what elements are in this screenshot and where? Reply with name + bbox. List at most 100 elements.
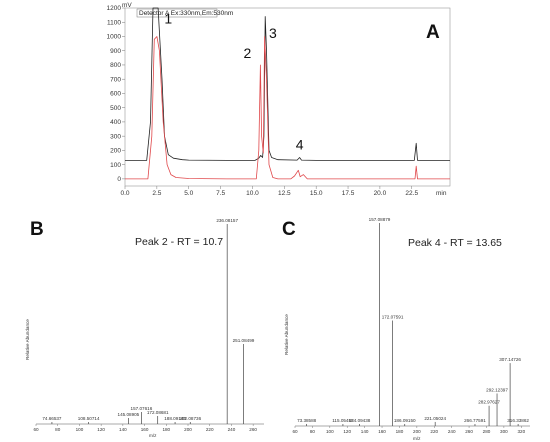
mz-tick-label: 140 <box>361 429 369 434</box>
y-tick-label: 100 <box>110 162 121 169</box>
spectrum-peak-label: 73.38588 <box>297 418 317 423</box>
x-tick-label: 0.0 <box>120 190 129 197</box>
chromatogram-series-line <box>125 36 450 180</box>
spectrum-peak-label: 172.08681 <box>147 410 169 415</box>
chromatogram-series-line <box>125 7 450 161</box>
spectrum-c-ylabel: Relative Abundance <box>284 314 289 355</box>
y-tick-label: 800 <box>110 62 121 69</box>
chromatogram-y-unit: mV <box>122 2 132 9</box>
mz-tick-label: 320 <box>517 429 525 434</box>
chromatogram-y-ticks: 0 100 200 300 400 500 600 700 800 900 1000 1100 1200 <box>107 5 125 183</box>
spectrum-b-xlabel: m/z <box>149 433 157 438</box>
mass-spectrum-peak-2-panel: B Peak 2 - RT = 10.7 Relative Abundance … <box>25 218 264 438</box>
mz-tick-label: 100 <box>326 429 334 434</box>
spectrum-c-xlabel: m/z <box>413 436 421 441</box>
spectrum-c-x-ticks: 60 80 100 120 140 160 180 200 220 240 260 280 300 320 <box>292 426 526 434</box>
mz-tick-label: 60 <box>292 429 298 434</box>
detector-legend-box <box>136 8 218 18</box>
mz-tick-label: 80 <box>55 427 61 432</box>
chromatogram-traces <box>125 7 450 180</box>
mz-tick-label: 180 <box>396 429 404 434</box>
spectrum-peak-label: 186.09150 <box>394 418 416 423</box>
spectrum-peak-label: 115.05488 <box>332 418 354 423</box>
mz-tick-label: 60 <box>33 427 39 432</box>
mz-tick-label: 160 <box>141 427 149 432</box>
x-tick-label: 17.5 <box>342 190 355 197</box>
mz-tick-label: 240 <box>448 429 456 434</box>
spectrum-peak-label: 108.50714 <box>78 416 100 421</box>
mz-tick-label: 120 <box>343 429 351 434</box>
mz-tick-label: 280 <box>483 429 491 434</box>
spectrum-peak-label: 282.97627 <box>478 400 500 405</box>
x-tick-label: 20.0 <box>374 190 387 197</box>
x-tick-label: 15.0 <box>310 190 323 197</box>
mz-tick-label: 200 <box>413 429 421 434</box>
peak-number-labels: 1 2 3 4 <box>164 11 303 153</box>
y-tick-label: 700 <box>110 76 121 83</box>
y-tick-label: 500 <box>110 105 121 112</box>
mz-tick-label: 260 <box>249 427 257 432</box>
x-tick-label: 22.5 <box>405 190 418 197</box>
chromatogram-x-ticks: 0.0 2.5 5.0 7.5 10.0 12.5 15.0 17.5 20.0 22.5 <box>120 186 418 197</box>
y-tick-label: 400 <box>110 119 121 126</box>
mz-tick-label: 100 <box>76 427 84 432</box>
spectrum-peak-label: 145.08905 <box>118 412 140 417</box>
spectrum-b-peaks: 74.66537 108.50714 145.08905157.07616172.0… <box>42 218 255 424</box>
peak-label: 3 <box>269 25 277 41</box>
x-tick-label: 7.5 <box>216 190 225 197</box>
y-tick-label: 300 <box>110 133 121 140</box>
spectrum-peak-label: 307.14726 <box>499 357 521 362</box>
chromatogram-panel: mV min Detector A Ex:330nm,Em:530nm A 0 1… <box>107 2 451 197</box>
mz-tick-label: 260 <box>465 429 473 434</box>
y-tick-label: 1100 <box>107 19 121 26</box>
peak-label: 1 <box>164 11 172 27</box>
panel-a-label: A <box>426 22 440 43</box>
y-tick-label: 200 <box>110 148 121 155</box>
spectrum-peak-label: 221.05024 <box>424 416 446 421</box>
mz-tick-label: 80 <box>310 429 316 434</box>
spectrum-peak-label: 134.09438 <box>349 418 371 423</box>
x-tick-label: 10.0 <box>246 190 259 197</box>
panel-b-label: B <box>30 219 44 240</box>
x-tick-label: 2.5 <box>152 190 161 197</box>
x-tick-label: 12.5 <box>278 190 291 197</box>
spectrum-peak-label: 157.08879 <box>369 217 391 222</box>
mz-tick-label: 160 <box>378 429 386 434</box>
y-tick-label: 600 <box>110 91 121 98</box>
mz-tick-label: 180 <box>162 427 170 432</box>
spectrum-peak-label: 292.12397 <box>486 388 508 393</box>
chromatogram-plot-frame <box>124 7 451 187</box>
spectrum-peak-label: 316.33862 <box>507 418 529 423</box>
mz-tick-label: 200 <box>184 427 192 432</box>
detector-legend-text: Detector A Ex:330nm,Em:530nm <box>139 10 233 17</box>
spectrum-peak-label: 236.08157 <box>216 218 238 223</box>
spectrum-b-title: Peak 2 - RT = 10.7 <box>135 236 223 248</box>
mz-tick-label: 220 <box>430 429 438 434</box>
spectrum-peak-label: 202.08736 <box>179 416 201 421</box>
mz-tick-label: 120 <box>97 427 105 432</box>
spectrum-b-ylabel: Relative Abundance <box>25 319 30 360</box>
panel-c-label: C <box>282 219 296 240</box>
mass-spectrum-peak-4-panel: C Peak 4 - RT = 13.65 Relative Abundance… <box>282 217 530 441</box>
mz-tick-label: 220 <box>206 427 214 432</box>
peak-label: 4 <box>296 137 304 153</box>
spectrum-peak-label: 251.08499 <box>233 338 255 343</box>
chromatogram-x-unit: min <box>436 190 447 197</box>
spectrum-b-x-ticks: 60 80 100 120 140 160 180 200 220 240 260 <box>33 424 257 432</box>
spectrum-peak-label: 188.09140 <box>164 416 186 421</box>
peak-label: 2 <box>243 45 251 61</box>
x-tick-label: 5.0 <box>184 190 193 197</box>
spectrum-peak-label: 266.77591 <box>464 418 486 423</box>
mz-tick-label: 300 <box>500 429 508 434</box>
mz-tick-label: 140 <box>119 427 127 432</box>
y-tick-label: 0 <box>117 176 121 183</box>
spectrum-peak-label: 172.07591 <box>382 314 404 319</box>
spectrum-peak-label: 74.66537 <box>42 416 62 421</box>
y-tick-label: 1200 <box>107 5 122 12</box>
y-tick-label: 900 <box>110 48 121 55</box>
mz-tick-label: 240 <box>228 427 236 432</box>
y-tick-label: 1000 <box>107 34 122 41</box>
spectrum-peak-label: 157.07616 <box>131 406 153 411</box>
